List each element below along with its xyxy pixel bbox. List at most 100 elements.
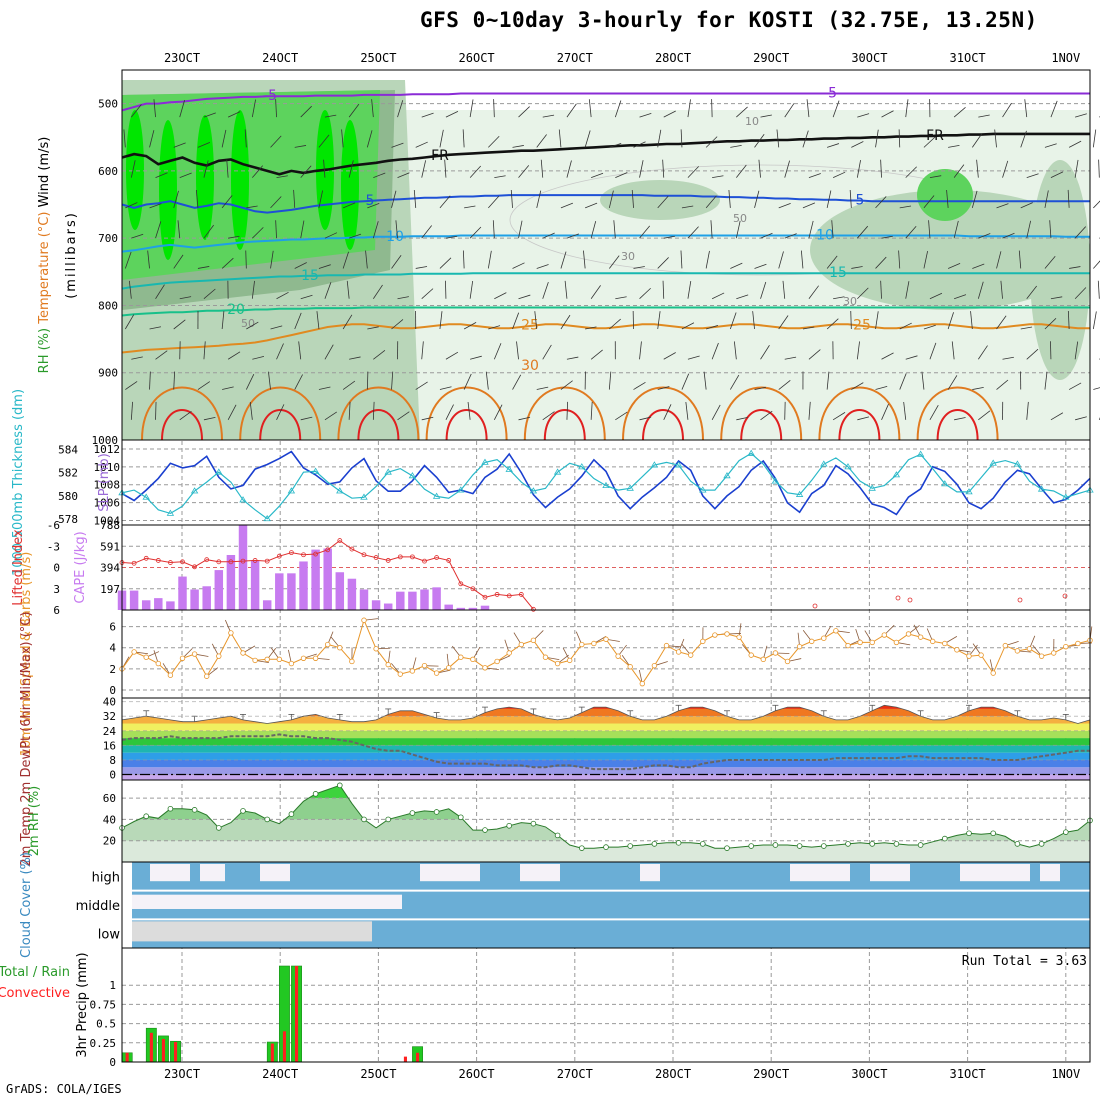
cape-bar <box>275 573 284 610</box>
wind-barb <box>391 371 394 390</box>
wind-barb <box>155 401 157 420</box>
wind-barb <box>179 100 185 118</box>
slp-marker <box>674 461 683 468</box>
cape-bar <box>166 601 175 610</box>
li-marker <box>131 560 137 566</box>
wind-speed-marker <box>179 655 186 661</box>
li-marker <box>276 553 282 559</box>
rh-band <box>122 798 1090 820</box>
wind-barb <box>124 251 132 269</box>
wind-barb <box>1097 280 1100 299</box>
isotherm-label: 15 <box>829 265 847 281</box>
cape-bar <box>323 548 332 610</box>
cape-bar <box>432 587 441 610</box>
li-marker <box>373 555 379 560</box>
wind-barb <box>856 341 860 360</box>
wind-barb <box>996 203 1009 209</box>
wind-barb <box>373 349 386 360</box>
wind-speed-marker <box>675 649 682 655</box>
li-marker <box>361 552 367 558</box>
rh-marker <box>917 842 924 848</box>
cape-bar <box>371 600 381 610</box>
date-label-bottom: 27OCT <box>557 1067 593 1081</box>
wind-barb <box>464 205 476 209</box>
wind-speed-marker <box>857 639 863 646</box>
temp-band <box>122 723 1090 731</box>
wind-barb <box>929 292 943 300</box>
precip-tick-label: 1 <box>109 979 116 992</box>
rh-marker <box>240 808 246 814</box>
wind-barb <box>609 318 621 330</box>
wind-barb <box>316 311 320 330</box>
rh-patch <box>1030 160 1090 380</box>
wind-barb <box>179 296 192 300</box>
wind-barb <box>736 106 748 118</box>
wind-barb <box>536 190 542 208</box>
cloud-clear-high <box>960 864 1030 882</box>
date-label-top: 24OCT <box>262 51 298 65</box>
wind-barb <box>729 312 737 330</box>
isotherm-30-lobe <box>337 386 420 441</box>
wind-barb <box>276 343 284 360</box>
wind-barb <box>203 288 216 300</box>
rh-marker <box>409 810 416 816</box>
rh-contour-label: 10 <box>745 115 759 128</box>
precip-conv-bar <box>294 966 299 1062</box>
wind-barb <box>898 129 901 148</box>
wind-barb <box>712 175 724 179</box>
isotherm-35-lobe <box>259 409 302 441</box>
wind-barb <box>462 250 465 269</box>
date-label-top: 29OCT <box>753 51 789 65</box>
rh-marker <box>796 843 803 849</box>
wind-barb <box>413 189 417 208</box>
wind-barb <box>662 159 665 178</box>
wind-barb <box>730 144 742 148</box>
rh-contour-label: 50 <box>733 212 747 225</box>
wind-barb <box>735 220 741 239</box>
rh-bright-core <box>341 120 359 250</box>
wind-barb <box>584 202 598 209</box>
temp-band <box>122 708 1090 717</box>
wind-barb <box>512 145 524 148</box>
wind-barb <box>512 312 520 330</box>
wind-speed-marker <box>312 655 319 661</box>
precip-frame <box>121 947 1091 1063</box>
cape-bar <box>299 561 308 610</box>
isotherm-label: 5 <box>366 193 375 209</box>
wind-speed-marker <box>143 654 149 660</box>
rh-marker <box>578 845 585 851</box>
temp-band <box>122 759 1090 768</box>
isotherm-label: 30 <box>521 358 539 374</box>
isotherm-label: -5 <box>823 86 837 102</box>
wind-barb <box>996 379 1009 390</box>
wind-barb <box>1044 190 1049 208</box>
wind-speed-marker <box>627 664 633 670</box>
precip-conv-bar <box>173 1042 178 1062</box>
wind-barb <box>1020 202 1033 209</box>
wind-barb <box>899 322 912 330</box>
wind-barb <box>536 264 549 269</box>
wind-barb <box>728 189 731 208</box>
cape-bar <box>456 607 466 610</box>
wind-barb <box>662 280 665 299</box>
wind-speed-marker <box>276 656 282 663</box>
wind-barb <box>782 280 786 299</box>
rh-marker <box>1014 841 1021 847</box>
wind-speed-marker <box>966 653 972 659</box>
li-marker <box>337 538 343 543</box>
rh-marker <box>530 820 537 827</box>
wind-barb <box>512 374 522 390</box>
wind-barb <box>342 314 353 330</box>
wind-barb <box>421 416 434 421</box>
wind-barb <box>342 380 356 390</box>
wind-barb <box>663 110 676 118</box>
wind-barb <box>395 220 398 239</box>
wind-barb <box>760 281 767 299</box>
wind-barb <box>251 280 255 299</box>
wind-barb <box>687 355 700 360</box>
wind-speed-marker <box>954 647 960 653</box>
wind-barb <box>905 225 917 239</box>
li-marker <box>204 557 210 563</box>
wind-speed-marker <box>881 632 887 638</box>
wind-speed-marker <box>796 643 803 650</box>
